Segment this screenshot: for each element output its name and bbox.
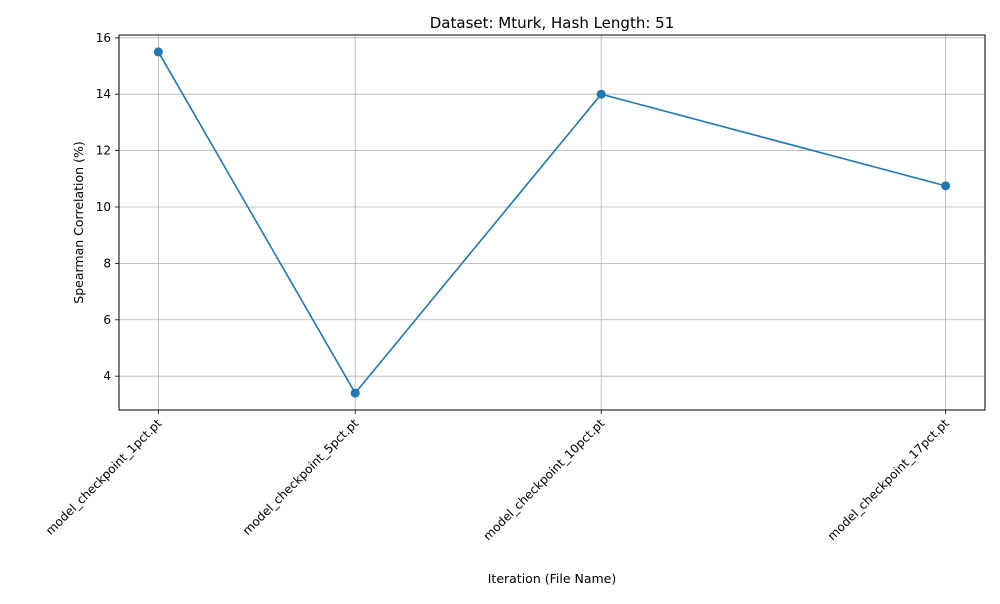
data-point (153, 47, 163, 57)
grid (119, 35, 985, 410)
plot-area-frame (118, 34, 986, 411)
chart-title: Dataset: Mturk, Hash Length: 51 (430, 14, 675, 32)
x-tick-label: model_checkpoint_17pct.pt (825, 416, 952, 543)
x-tick-label: model_checkpoint_5pct.pt (240, 416, 362, 538)
y-axis-ticks: 4 6 8 10 12 14 16 (96, 31, 119, 383)
data-point (596, 89, 606, 99)
y-tick-label: 12 (96, 144, 111, 158)
data-point (941, 181, 951, 191)
y-tick-label: 6 (103, 313, 111, 327)
y-tick-label: 4 (103, 369, 111, 383)
y-tick-label: 8 (103, 256, 111, 270)
x-axis-label: Iteration (File Name) (488, 571, 617, 586)
y-tick-label: 16 (96, 31, 111, 45)
x-axis-ticks: model_checkpoint_1pct.pt model_checkpoint… (43, 410, 952, 543)
series-layer (153, 47, 951, 398)
y-tick-label: 10 (96, 200, 111, 214)
y-axis-label: Spearman Correlation (%) (71, 141, 86, 303)
y-tick-label: 14 (96, 87, 111, 101)
series-line (157, 51, 946, 395)
x-tick-label: model_checkpoint_1pct.pt (43, 416, 165, 538)
x-tick-label: model_checkpoint_10pct.pt (480, 416, 607, 543)
data-point (350, 388, 360, 398)
